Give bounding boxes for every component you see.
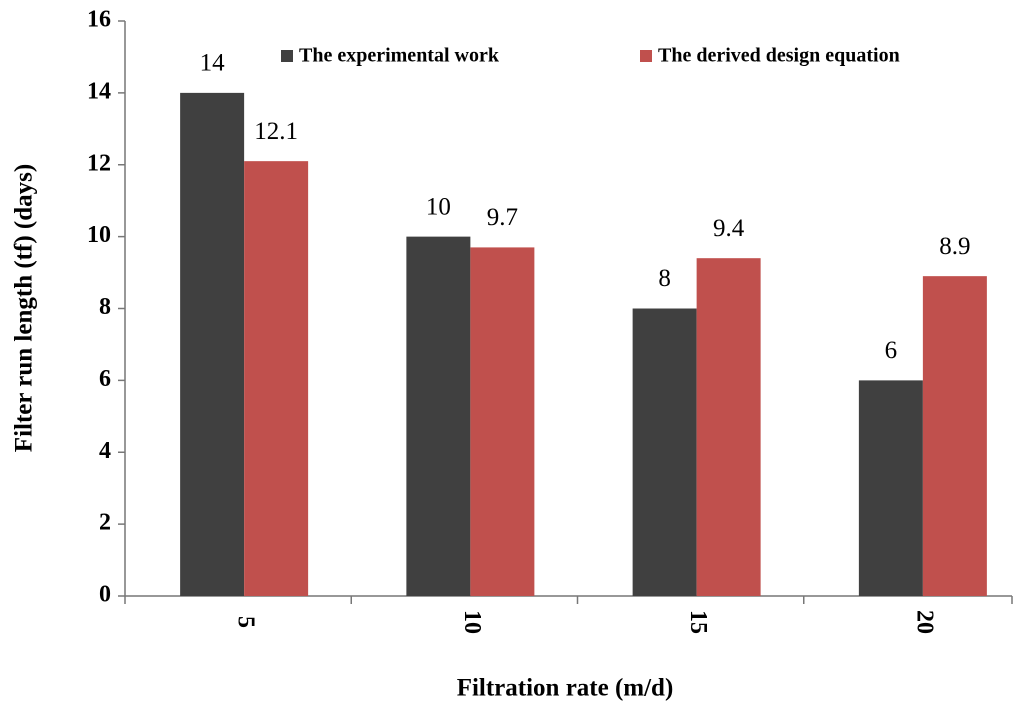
value-label: 9.7: [487, 204, 518, 231]
value-label: 6: [885, 337, 898, 364]
y-tick-label: 8: [99, 294, 111, 320]
y-tick-label: 16: [87, 7, 111, 33]
bar: [858, 380, 923, 596]
value-label: 12.1: [254, 118, 298, 145]
y-tick-label: 2: [99, 510, 111, 536]
value-label: 9.4: [713, 215, 745, 242]
bar: [696, 258, 761, 596]
value-label: 14: [200, 50, 226, 77]
y-axis-title: Filter run length (tf) (days): [11, 164, 38, 452]
legend-swatch: [281, 50, 293, 62]
bar: [632, 308, 697, 596]
x-tick-label: 15: [685, 610, 711, 634]
value-label: 8: [658, 265, 671, 292]
x-axis-title: Filtration rate (m/d): [457, 675, 674, 702]
bar: [244, 161, 309, 596]
value-label: 8.9: [939, 233, 970, 260]
value-label: 10: [426, 193, 451, 220]
y-tick-label: 4: [99, 438, 111, 464]
bar: [180, 92, 245, 596]
y-tick-label: 10: [87, 222, 111, 248]
x-tick-label: 20: [911, 610, 937, 634]
legend-swatch: [640, 50, 652, 62]
bar: [922, 276, 987, 596]
y-tick-label: 14: [87, 78, 111, 104]
y-tick-label: 12: [87, 150, 111, 176]
x-tick-label: 5: [233, 616, 259, 628]
legend-label: The derived design equation: [658, 45, 900, 67]
bar: [470, 247, 535, 596]
y-tick-label: 6: [99, 366, 111, 392]
legend-label: The experimental work: [299, 45, 500, 67]
bar: [406, 236, 471, 596]
x-tick-label: 10: [459, 610, 485, 634]
y-tick-label: 0: [99, 582, 111, 608]
